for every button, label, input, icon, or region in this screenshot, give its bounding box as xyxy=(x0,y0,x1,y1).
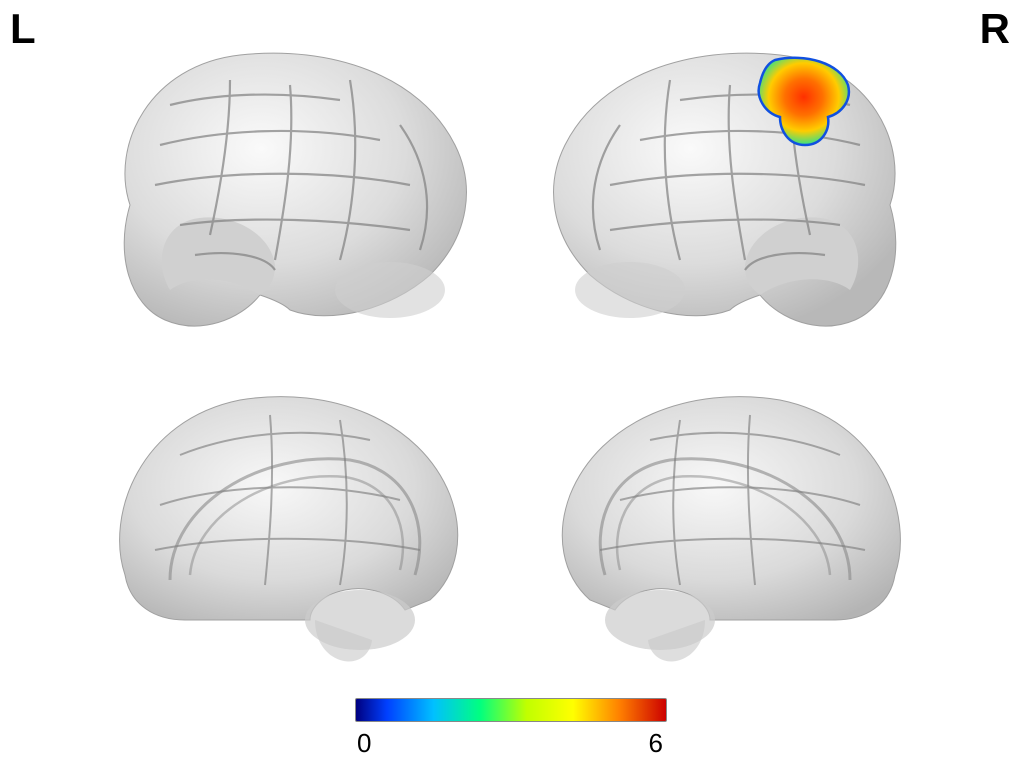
brain-view-left-lateral xyxy=(60,25,490,345)
brain-svg-left-medial xyxy=(60,365,490,685)
brain-views-grid xyxy=(60,25,960,685)
colorbar-container: 0 6 xyxy=(355,698,665,758)
brain-svg-right-medial xyxy=(530,365,960,685)
colorbar xyxy=(355,698,667,722)
colorbar-labels: 0 6 xyxy=(355,728,665,759)
brain-view-right-lateral xyxy=(530,25,960,345)
colorbar-min-label: 0 xyxy=(357,728,371,759)
left-hemisphere-label: L xyxy=(10,5,36,53)
colorbar-max-label: 6 xyxy=(649,728,663,759)
brain-view-left-medial xyxy=(60,365,490,685)
brain-svg-right-lateral xyxy=(530,25,960,345)
right-hemisphere-label: R xyxy=(980,5,1010,53)
brain-view-right-medial xyxy=(530,365,960,685)
brain-svg-left-lateral xyxy=(60,25,490,345)
